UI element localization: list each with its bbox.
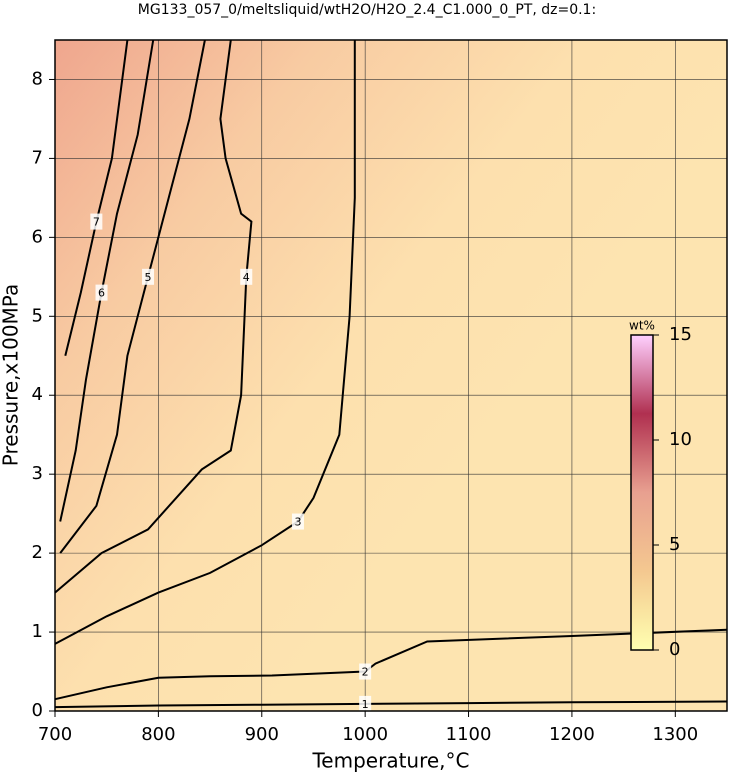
y-tick-label: 8 [32, 68, 43, 89]
y-axis-label: Pressure,x100MPa [0, 284, 23, 466]
contour-line [54, 39, 253, 594]
colorbar-tick-label: 10 [669, 429, 692, 450]
contour-label-box [359, 663, 372, 680]
colorbar-tick-label: 5 [669, 534, 680, 555]
x-tick-label: 1000 [342, 724, 388, 745]
contour-label-box [142, 268, 155, 285]
plot-frame [54, 39, 728, 712]
y-tick-label: 0 [32, 700, 43, 721]
contour-label: 6 [98, 287, 105, 300]
contour-label-box [291, 513, 304, 530]
y-tick-label: 6 [32, 226, 43, 247]
contour-label-box [359, 695, 372, 712]
contour-label: 7 [93, 216, 100, 229]
contour-label: 3 [294, 516, 301, 529]
colorbar-tick-label: 15 [669, 324, 692, 345]
contour-label: 5 [145, 271, 152, 284]
y-tick-label: 5 [32, 305, 43, 326]
contour-label-box [240, 268, 253, 285]
x-tick-label: 800 [141, 724, 175, 745]
plot-area: 1 2 3 4 5 6 7 [54, 39, 728, 712]
y-tick-label: 1 [32, 621, 43, 642]
plot-background [55, 40, 727, 711]
contour-label-box [95, 284, 108, 301]
x-tick-label: 1100 [446, 724, 492, 745]
colorbar [630, 334, 654, 651]
y-tick-label: 4 [32, 384, 43, 405]
x-tick-label: 1300 [652, 724, 698, 745]
contour-label-box [90, 213, 103, 230]
contour-label: 2 [362, 666, 369, 679]
contour-label: 4 [243, 271, 250, 284]
x-tick-label: 700 [38, 724, 72, 745]
y-tick-label: 2 [32, 542, 43, 563]
chart-title: MG133_057_0/meltsliquid/wtH2O/H2O_2.4_C1… [138, 2, 596, 18]
y-tick-label: 7 [32, 147, 43, 168]
x-tick-label: 1200 [549, 724, 595, 745]
y-tick-label: 3 [32, 463, 43, 484]
x-axis-label: Temperature,°C [311, 749, 469, 773]
colorbar-tick-label: 0 [669, 639, 680, 660]
x-tick-label: 900 [245, 724, 279, 745]
contour-label: 1 [362, 698, 369, 711]
contour-line [54, 628, 728, 701]
colorbar-label: wt% [629, 319, 655, 333]
contour-line [59, 39, 206, 554]
